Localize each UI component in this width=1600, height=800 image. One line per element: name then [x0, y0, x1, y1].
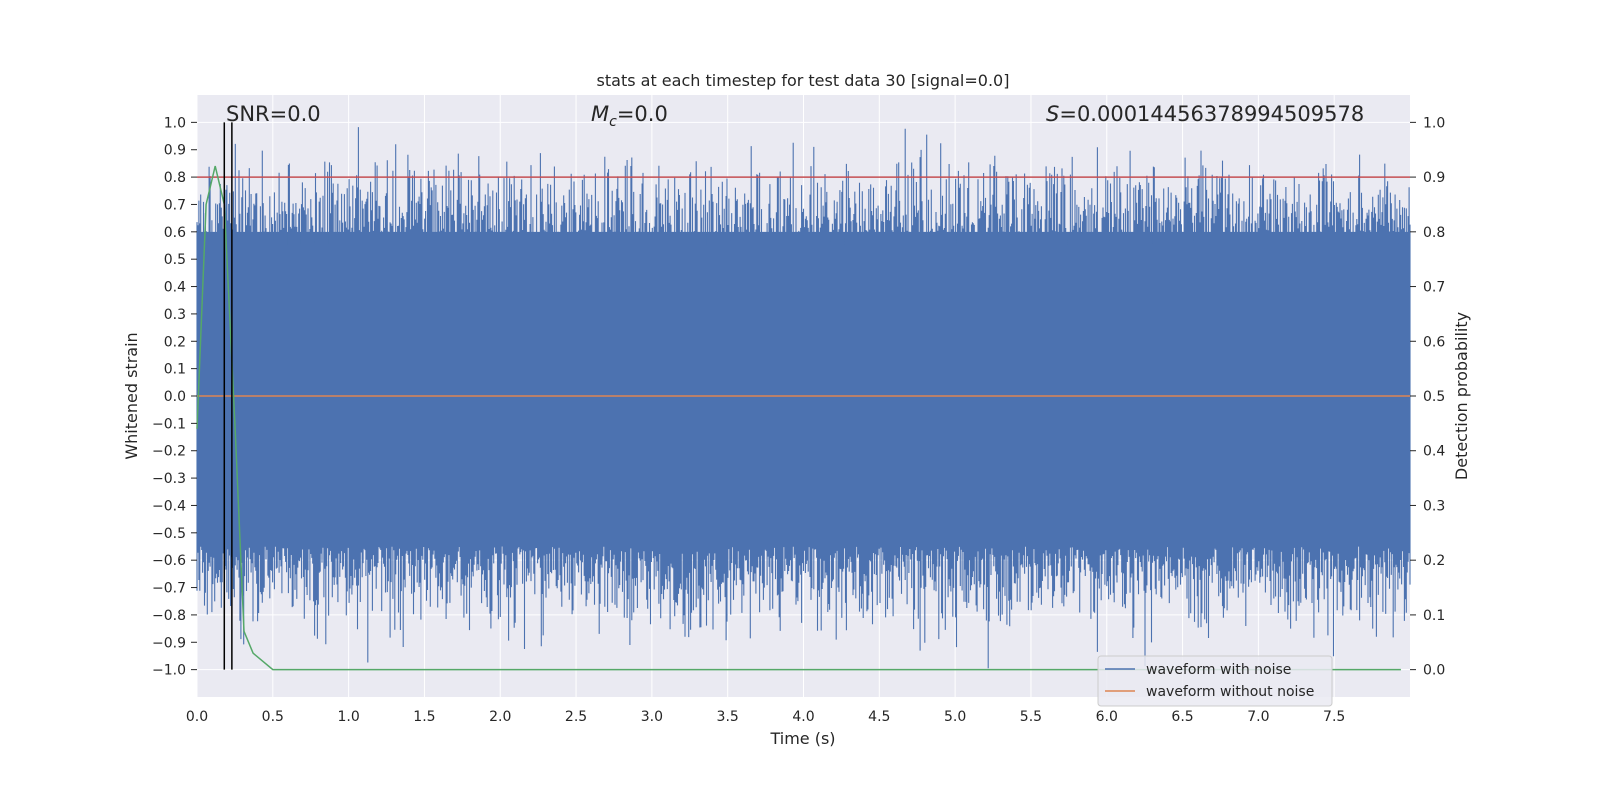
right-y-tick-labels: 1.0 0.9 0.8 0.7 0.6 0.5 0.4 0.3 0.2 0.1 0.0 [1410, 115, 1445, 679]
right-y-tick-label: 0.7 [1423, 280, 1445, 296]
chirp-mass-value: =0.0 [617, 102, 668, 126]
left-y-tick-label: −0.8 [152, 608, 186, 624]
left-y-tick-label: −0.7 [152, 581, 186, 597]
right-y-tick-label: 0.8 [1423, 225, 1445, 241]
left-y-tick-label: −0.6 [152, 553, 186, 569]
right-y-tick-label: 0.2 [1423, 553, 1445, 569]
left-y-tick-label: 0.4 [164, 280, 186, 296]
x-tick-label: 1.5 [413, 709, 435, 725]
left-y-tick-label: 0.6 [164, 225, 186, 241]
right-y-tick-label: 1.0 [1423, 115, 1445, 131]
left-y-tick-label: −0.9 [152, 635, 186, 651]
right-y-axis-label: Detection probability [1452, 312, 1471, 480]
x-axis-label: Time (s) [769, 729, 835, 748]
left-y-tick-label: 0.0 [164, 389, 186, 405]
right-y-tick-label: 0.6 [1423, 334, 1445, 350]
left-y-tick-label: −1.0 [152, 663, 186, 679]
x-tick-label: 3.0 [641, 709, 663, 725]
x-tick-label: 0.5 [262, 709, 284, 725]
x-tick-label: 1.0 [337, 709, 359, 725]
left-y-tick-label: −0.1 [152, 416, 186, 432]
chirp-mass-subscript: c [609, 114, 617, 130]
x-tick-label: 4.0 [792, 709, 814, 725]
snr-annotation: SNR=0.0 [226, 102, 321, 126]
left-y-tick-label: −0.2 [152, 444, 186, 460]
left-y-tick-label: 1.0 [164, 115, 186, 131]
x-tick-label: 4.5 [868, 709, 890, 725]
noise-waveform-series [196, 127, 1411, 669]
left-y-tick-label: 0.7 [164, 197, 186, 213]
x-tick-label: 2.5 [565, 709, 587, 725]
x-tick-labels: 0.0 0.5 1.0 1.5 2.0 2.5 3.0 3.5 4.0 4.5 5.0 5.5 6.0 6… [186, 709, 1345, 725]
right-y-tick-label: 0.3 [1423, 498, 1445, 514]
right-y-tick-label: 0.9 [1423, 170, 1445, 186]
chirp-mass-annotation: Mc=0.0 [591, 102, 668, 130]
chirp-mass-symbol: M [591, 102, 609, 126]
left-y-axis-label: Whitened strain [122, 332, 141, 459]
x-tick-label: 3.5 [717, 709, 739, 725]
left-y-tick-label: −0.4 [152, 498, 186, 514]
vertical-markers [223, 122, 233, 670]
right-y-tick-label: 0.0 [1423, 663, 1445, 679]
right-y-tick-label: 0.4 [1423, 444, 1445, 460]
left-y-tick-label: −0.5 [152, 526, 186, 542]
x-tick-label: 7.5 [1323, 709, 1345, 725]
left-y-tick-label: 0.3 [164, 307, 186, 323]
left-y-tick-label: 0.8 [164, 170, 186, 186]
x-tick-label: 5.0 [944, 709, 966, 725]
detection-probability-line [196, 165, 1401, 671]
x-tick-label: 6.5 [1171, 709, 1193, 725]
left-y-tick-label: 0.2 [164, 334, 186, 350]
left-y-tick-label: 0.5 [164, 252, 186, 268]
legend-label-noise: waveform with noise [1146, 662, 1291, 678]
left-y-tick-label: 0.1 [164, 362, 186, 378]
x-tick-label: 7.0 [1247, 709, 1269, 725]
left-y-tick-labels: 1.0 0.9 0.8 0.7 0.6 0.5 0.4 0.3 0.2 0.1 0.0 −0.1 −0.… [152, 115, 197, 679]
score-value: =0.00014456378994509578 [1059, 102, 1364, 126]
legend: waveform with noise waveform without noi… [1097, 655, 1333, 707]
x-tick-label: 2.0 [489, 709, 511, 725]
right-y-tick-label: 0.5 [1423, 389, 1445, 405]
right-y-tick-label: 0.1 [1423, 608, 1445, 624]
left-y-tick-label: −0.3 [152, 471, 186, 487]
legend-label-clean: waveform without noise [1146, 684, 1314, 700]
score-annotation: S=0.00014456378994509578 [1046, 102, 1364, 126]
legend-box [1097, 655, 1333, 707]
chart-title: stats at each timestep for test data 30 … [597, 71, 1010, 90]
x-tick-label: 0.0 [186, 709, 208, 725]
x-tick-label: 5.5 [1020, 709, 1042, 725]
x-tick-label: 6.0 [1096, 709, 1118, 725]
noise-waveform-trace [196, 127, 1411, 669]
score-symbol: S [1046, 102, 1059, 126]
left-y-tick-label: 0.9 [164, 143, 186, 159]
